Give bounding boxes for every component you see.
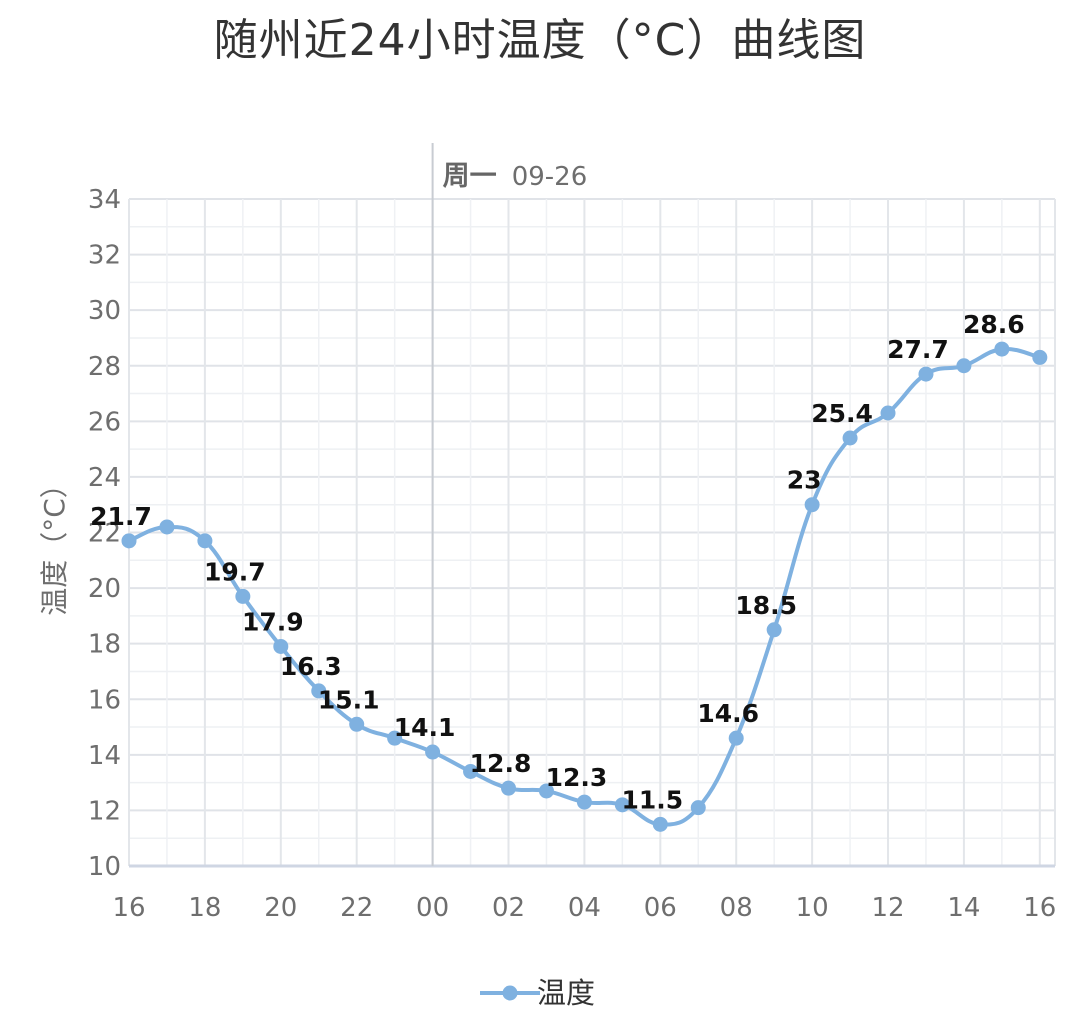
data-point bbox=[387, 730, 403, 746]
y-tick-label: 30 bbox=[88, 296, 121, 326]
legend[interactable]: 温度 bbox=[480, 976, 595, 1010]
data-label: 12.8 bbox=[470, 749, 532, 778]
x-tick-label: 00 bbox=[416, 893, 449, 923]
y-tick-label: 18 bbox=[88, 630, 121, 660]
y-tick-label: 26 bbox=[88, 407, 121, 437]
x-tick-label: 08 bbox=[720, 893, 753, 923]
data-point bbox=[197, 533, 213, 549]
y-tick-label: 34 bbox=[88, 185, 121, 215]
data-point bbox=[880, 405, 896, 421]
data-point bbox=[614, 797, 630, 813]
data-label: 28.6 bbox=[963, 310, 1025, 339]
data-label: 19.7 bbox=[204, 557, 266, 586]
data-point bbox=[159, 519, 175, 535]
y-tick-label: 10 bbox=[88, 852, 121, 882]
data-label: 17.9 bbox=[242, 607, 304, 636]
y-tick-label: 24 bbox=[88, 463, 121, 493]
x-tick-label: 20 bbox=[264, 893, 297, 923]
day-label: 周一 09-26 bbox=[443, 161, 588, 192]
data-point bbox=[349, 716, 365, 732]
data-point bbox=[766, 622, 782, 638]
y-tick-label: 12 bbox=[88, 796, 121, 826]
y-tick-label: 20 bbox=[88, 574, 121, 604]
day-weekday: 周一 bbox=[443, 161, 497, 192]
data-point bbox=[842, 430, 858, 446]
data-label: 21.7 bbox=[90, 502, 152, 531]
series-temperature bbox=[121, 341, 1048, 832]
data-point bbox=[121, 533, 137, 549]
chart-title: 随州近24小时温度（°C）曲线图 bbox=[213, 15, 867, 66]
data-label: 27.7 bbox=[887, 335, 949, 364]
data-point bbox=[994, 341, 1010, 357]
data-label: 15.1 bbox=[318, 685, 380, 714]
data-point bbox=[1032, 349, 1048, 365]
data-point bbox=[652, 816, 668, 832]
data-label: 11.5 bbox=[621, 785, 683, 814]
data-point bbox=[538, 783, 554, 799]
x-tick-label: 02 bbox=[492, 893, 525, 923]
y-axis-ticks: 10 12 14 16 18 20 22 24 26 28 30 32 34 bbox=[88, 185, 121, 882]
x-tick-label: 22 bbox=[340, 893, 373, 923]
data-point bbox=[425, 744, 441, 760]
y-axis-title: 温度（°C） bbox=[38, 470, 71, 616]
x-tick-label: 18 bbox=[188, 893, 221, 923]
x-tick-label: 06 bbox=[644, 893, 677, 923]
y-tick-label: 16 bbox=[88, 685, 121, 715]
legend-marker-swatch bbox=[502, 985, 518, 1001]
data-point bbox=[918, 366, 934, 382]
y-tick-label: 22 bbox=[88, 519, 121, 549]
data-label: 16.3 bbox=[280, 652, 342, 681]
day-marker: 周一 09-26 bbox=[431, 143, 588, 866]
data-point bbox=[804, 497, 820, 513]
data-point bbox=[501, 780, 517, 796]
data-point bbox=[235, 588, 251, 604]
x-tick-label: 04 bbox=[568, 893, 601, 923]
y-tick-label: 14 bbox=[88, 741, 121, 771]
x-tick-label: 10 bbox=[796, 893, 829, 923]
data-label: 23 bbox=[787, 466, 822, 495]
data-point bbox=[956, 358, 972, 374]
data-point bbox=[463, 764, 479, 780]
data-label: 14.1 bbox=[394, 713, 456, 742]
legend-label: 温度 bbox=[537, 976, 595, 1010]
data-point bbox=[728, 730, 744, 746]
x-tick-label: 14 bbox=[947, 893, 980, 923]
data-label: 12.3 bbox=[546, 763, 608, 792]
x-tick-label: 16 bbox=[112, 893, 145, 923]
data-label: 18.5 bbox=[735, 591, 797, 620]
data-point bbox=[690, 800, 706, 816]
data-label: 14.6 bbox=[697, 699, 759, 728]
data-labels: 21.7 19.7 17.9 16.3 15.1 14.1 12.8 12.3 11.5 14.6… bbox=[90, 310, 1025, 814]
y-tick-label: 28 bbox=[88, 352, 121, 382]
data-point bbox=[576, 794, 592, 810]
x-tick-label: 12 bbox=[871, 893, 904, 923]
data-point bbox=[273, 638, 289, 654]
y-tick-label: 32 bbox=[88, 241, 121, 271]
x-axis-ticks: 16 18 20 22 00 02 04 06 08 10 12 14 16 bbox=[112, 893, 1056, 923]
data-label: 25.4 bbox=[811, 399, 873, 428]
x-tick-label: 16 bbox=[1023, 893, 1056, 923]
data-point bbox=[311, 683, 327, 699]
day-date: 09-26 bbox=[512, 162, 588, 192]
